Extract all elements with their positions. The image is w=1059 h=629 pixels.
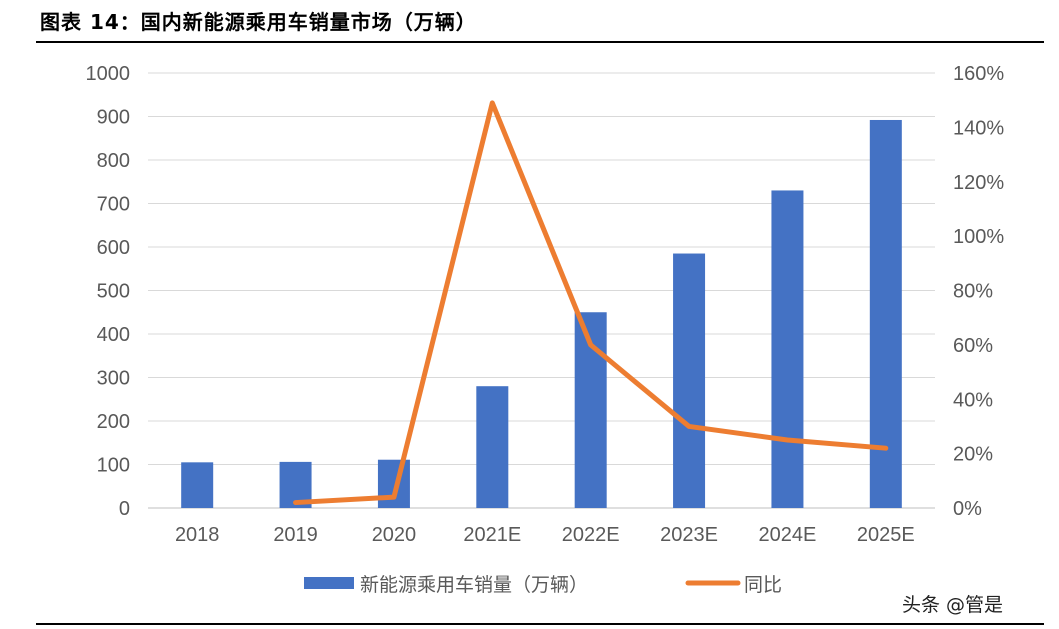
y-right-tick-label: 140% [953,117,1004,139]
y-right-tick-label: 120% [953,172,1004,194]
bar [869,119,902,508]
y-left-tick-label: 1000 [86,63,131,85]
x-tick-label: 2024E [759,524,817,546]
x-tick-label: 2020 [372,524,417,546]
y-left-tick-label: 700 [97,194,130,216]
legend-label-bar: 新能源乘用车销量（万辆） [360,574,588,596]
legend-swatch-bar [304,577,354,589]
y-left-tick-label: 400 [97,324,130,346]
legend-label-line: 同比 [744,574,782,596]
x-tick-label: 2021E [463,524,521,546]
y-right-tick-label: 100% [953,226,1004,248]
y-left-tick-label: 600 [97,237,130,259]
y-right-tick-label: 20% [953,444,993,466]
chart-title: 图表 14：国内新能源乘用车销量市场（万辆） [40,10,477,34]
y-left-tick-label: 200 [97,411,130,433]
y-left-tick-label: 0 [119,498,130,520]
y-right-tick-label: 160% [953,63,1004,85]
y-right-tick-label: 0% [953,498,982,520]
y-right-tick-label: 40% [953,389,993,411]
bar [377,459,410,508]
y-right-tick-label: 60% [953,335,993,357]
y-left-tick-label: 900 [97,107,130,129]
y-left-tick-label: 100 [97,455,130,477]
bar [476,386,509,508]
x-tick-label: 2019 [273,524,318,546]
y-left-tick-label: 800 [97,150,130,172]
x-tick-label: 2025E [857,524,915,546]
y-right-tick-label: 80% [953,281,993,303]
watermark: 头条 @管是 [902,594,1004,616]
x-tick-label: 2018 [175,524,220,546]
bottom-rule [36,623,1044,625]
bar [673,253,706,508]
y-left-tick-label: 500 [97,281,130,303]
y-left-tick-label: 300 [97,368,130,390]
title-rule [36,41,1044,43]
x-tick-label: 2023E [660,524,718,546]
bar [771,190,804,508]
bar [181,462,214,508]
x-tick-label: 2022E [562,524,620,546]
